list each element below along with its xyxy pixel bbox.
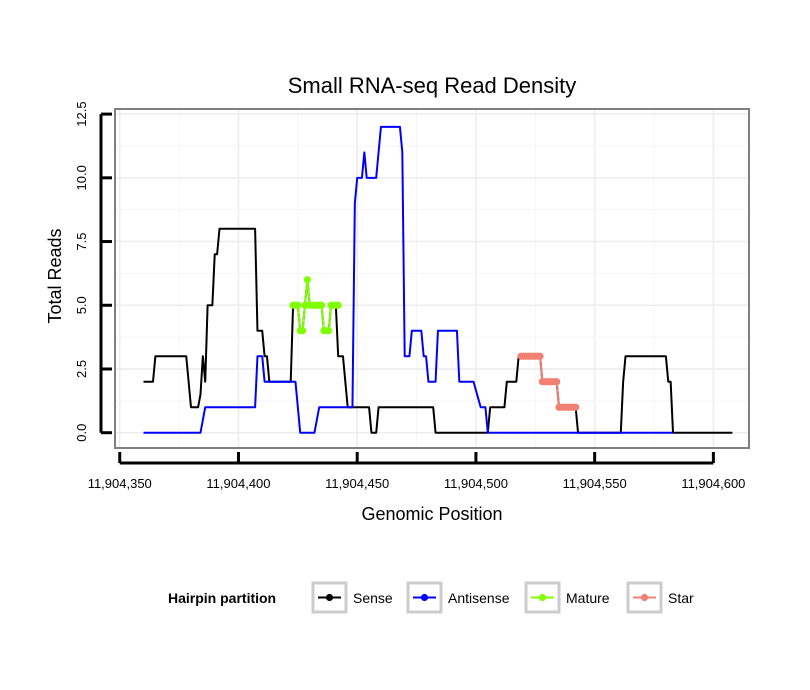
legend-key-point-antisense <box>420 593 429 602</box>
legend-key-point-sense <box>325 593 334 602</box>
legend-label-sense: Sense <box>353 590 393 606</box>
gridlines <box>115 109 749 448</box>
legend-title: Hairpin partition <box>168 590 276 606</box>
legend-label-star: Star <box>668 590 694 606</box>
series-layer <box>143 125 733 434</box>
series-segment-mature <box>320 305 325 331</box>
data-point-mature <box>298 327 307 335</box>
x-tick-label: 11,904,500 <box>444 476 508 491</box>
x-tick-label: 11,904,550 <box>563 476 627 491</box>
legend-key-point-mature <box>538 593 547 602</box>
x-tick-label: 11,904,600 <box>681 476 745 491</box>
y-tick-label: 7.5 <box>74 233 89 251</box>
x-tick-label: 11,904,450 <box>325 476 389 491</box>
data-point-star <box>536 352 544 360</box>
y-axis-title: Total Reads <box>45 228 65 323</box>
plot-panel-border <box>114 108 750 449</box>
legend-key-point-star <box>640 593 649 602</box>
y-tick-label: 0.0 <box>74 424 89 442</box>
series-segment-mature <box>301 305 306 331</box>
data-point-mature <box>294 301 302 309</box>
data-point-mature <box>325 327 333 335</box>
y-tick-label: 2.5 <box>74 360 89 378</box>
legend-label-antisense: Antisense <box>448 590 510 606</box>
data-point-star <box>572 403 580 411</box>
series-line-antisense <box>143 125 674 434</box>
chart-title: Small RNA-seq Read Density <box>288 73 577 98</box>
data-point-mature <box>334 301 342 309</box>
axes: 11,904,350 11,904,400 11,904,450 11,904,500… <box>74 101 745 491</box>
y-tick-label: 5.0 <box>74 296 89 314</box>
series-segment-star <box>555 381 561 408</box>
x-tick-label: 11,904,350 <box>88 476 152 491</box>
x-axis-title: Genomic Position <box>361 504 502 524</box>
legend: Hairpin partition Sense Antisense Mature St… <box>168 581 694 614</box>
data-point-mature <box>303 276 311 284</box>
legend-label-mature: Mature <box>566 590 610 606</box>
y-tick-label: 10.0 <box>74 165 89 190</box>
series-segment-mature <box>296 305 302 331</box>
x-tick-label: 11,904,400 <box>206 476 270 491</box>
series-segment-mature <box>327 305 333 331</box>
series-segment-mature <box>306 279 311 306</box>
data-point-mature <box>317 301 326 309</box>
series-segment-star <box>539 356 544 382</box>
data-point-star <box>553 378 561 386</box>
y-tick-label: 12.5 <box>74 101 89 126</box>
